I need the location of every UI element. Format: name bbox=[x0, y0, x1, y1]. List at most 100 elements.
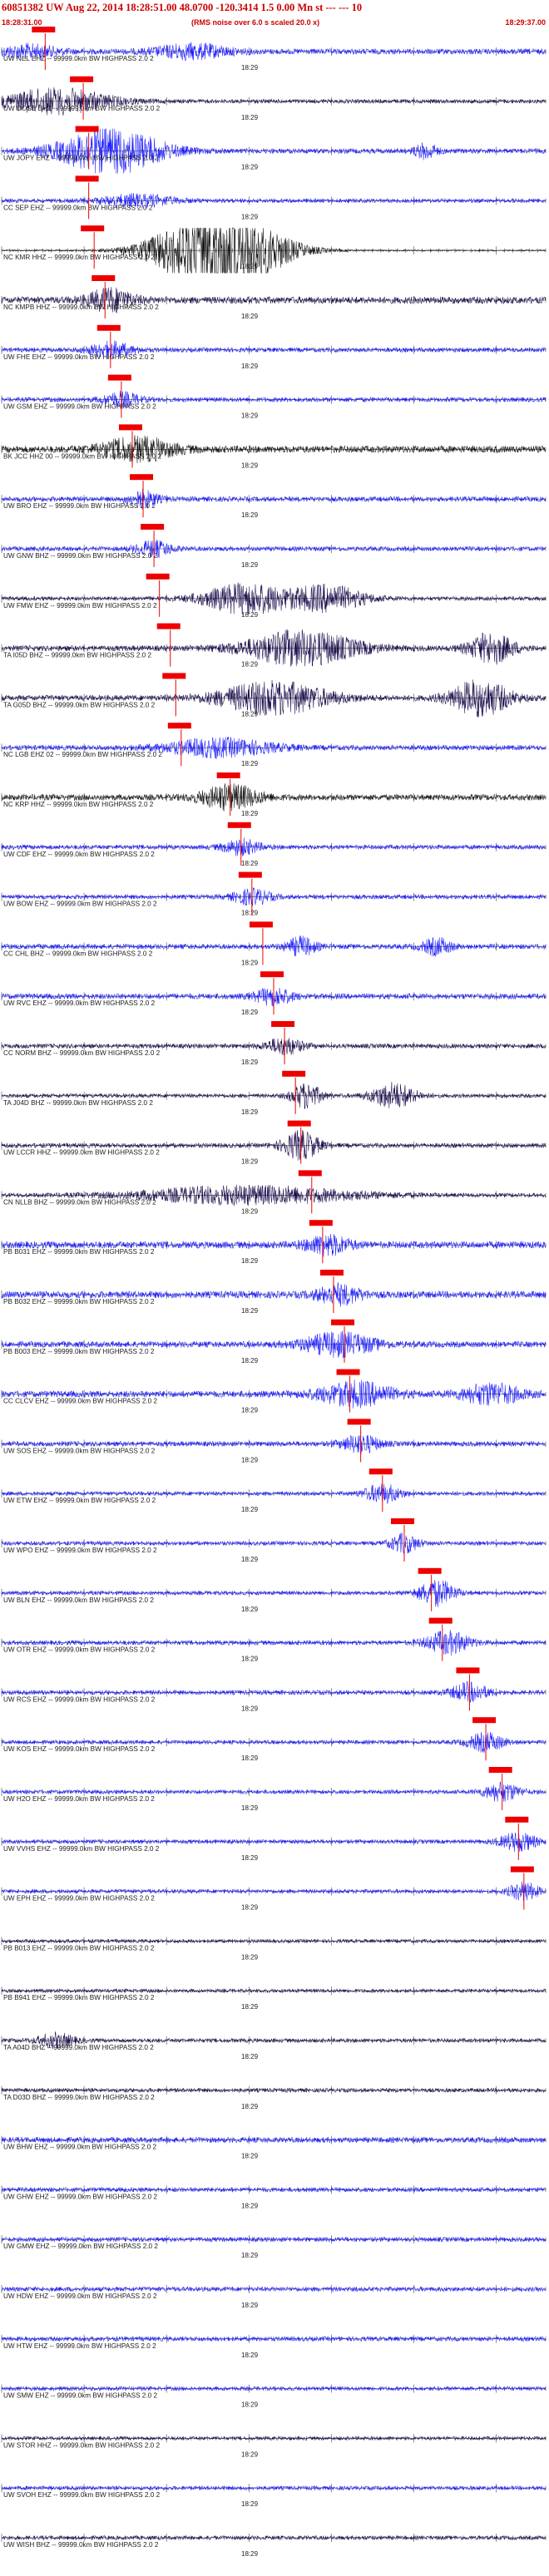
time-tick-label: 18:29 bbox=[241, 1904, 259, 1912]
station-label: UW NEL EHZ -- 99999.0km BW HIGHPASS 2.0 … bbox=[3, 55, 154, 62]
station-label: UW GNW BHZ -- 99999.0km BW HIGHPASS 2.0 … bbox=[3, 552, 157, 560]
trace-25: PB B032 EHZ -- 99999.0km BW HIGHPASS 2.0… bbox=[1, 1270, 547, 1315]
time-tick-label: 18:29 bbox=[241, 2153, 259, 2160]
pick-marker bbox=[505, 1816, 529, 1823]
waveform bbox=[1, 837, 547, 856]
station-label: TA G05D BHZ -- 99999.0km BW HIGHPASS 2.0… bbox=[3, 701, 156, 708]
waveform bbox=[1, 1184, 547, 1207]
time-tick-label: 18:29 bbox=[241, 2103, 259, 2110]
station-label: TA D03D BHZ -- 99999.0km BW HIGHPASS 2.0… bbox=[3, 2094, 155, 2101]
waveform bbox=[1, 2136, 546, 2144]
time-tick-label: 18:29 bbox=[241, 1953, 259, 1961]
pick-marker bbox=[287, 1120, 311, 1127]
station-label: UW WISH BHZ -- 99999.0km BW HIGHPASS 2.0… bbox=[3, 2541, 159, 2549]
trace-30: UW WPO EHZ -- 99999.0km BW HIGHPASS 2.0 … bbox=[1, 1518, 547, 1563]
station-label: UW BOW EHZ -- 99999.0km BW HIGHPASS 2.0 … bbox=[3, 901, 157, 908]
time-tick-label: 18:29 bbox=[241, 2351, 259, 2359]
time-tick-label: 18:29 bbox=[241, 164, 259, 171]
station-label: UW BLN EHZ -- 99999.0km BW HIGHPASS 2.0 … bbox=[3, 1596, 154, 1604]
waveform bbox=[1, 435, 547, 464]
pick-marker bbox=[118, 424, 142, 431]
trace-8: BK JCC HHZ 00 -- 99999.0km BW HIGHPASS 2… bbox=[1, 424, 547, 469]
pick-marker bbox=[309, 1220, 333, 1226]
trace-11: UW FMW EHZ -- 99999.0km BW HIGHPASS 2.0 … bbox=[1, 573, 547, 619]
waveform bbox=[1, 1330, 547, 1359]
station-label: CN NLLB BHZ -- 99999.0km BW HIGHPASS 2.0… bbox=[3, 1198, 156, 1206]
waveform bbox=[1, 42, 547, 61]
trace-1: UW DOSE BHZ -- 99999.0km BW HIGHPASS 2.0… bbox=[1, 76, 547, 121]
waveform bbox=[1, 1082, 547, 1109]
pick-marker bbox=[456, 1667, 480, 1674]
time-tick-label: 18:29 bbox=[241, 1357, 259, 1364]
pick-marker bbox=[92, 275, 116, 281]
trace-6: UW FHE EHZ -- 99999.0km BW HIGHPASS 2.0 … bbox=[1, 324, 547, 370]
pick-marker bbox=[390, 1518, 414, 1524]
waveform bbox=[1, 2087, 547, 2094]
trace-24: PB B031 EHZ -- 99999.0km BW HIGHPASS 2.0… bbox=[1, 1220, 547, 1265]
time-tick-label: 18:29 bbox=[241, 2202, 259, 2209]
pick-marker bbox=[156, 623, 181, 629]
trace-10: UW GNW BHZ -- 99999.0km BW HIGHPASS 2.0 … bbox=[1, 524, 547, 569]
station-label: UW HDW EHZ -- 99999.0km BW HIGHPASS 2.0 … bbox=[3, 2292, 157, 2300]
trace-45: UW HDW EHZ -- 99999.0km BW HIGHPASS 2.0 … bbox=[1, 2285, 547, 2309]
pick-marker bbox=[336, 1369, 360, 1375]
pick-marker bbox=[418, 1567, 442, 1574]
waveform bbox=[1, 1282, 547, 1307]
pick-marker bbox=[428, 1617, 453, 1624]
time-tick-label: 18:29 bbox=[241, 1804, 259, 1812]
waveform bbox=[1, 1938, 547, 1944]
waveform bbox=[1, 227, 547, 274]
trace-49: UW SVOH EHZ -- 99999.0km BW HIGHPASS 2.0… bbox=[1, 2484, 547, 2508]
event-title: 60851382 UW Aug 22, 2014 18:28:51.00 48.… bbox=[2, 2, 363, 13]
pick-marker bbox=[81, 225, 105, 232]
time-tick-label: 18:29 bbox=[241, 2302, 259, 2309]
time-tick-label: 18:29 bbox=[241, 661, 259, 669]
waveform bbox=[1, 1233, 547, 1257]
pick-marker bbox=[249, 921, 273, 928]
pick-marker bbox=[282, 1070, 306, 1077]
trace-22: UW LCCR HHZ -- 99999.0km BW HIGHPASS 2.0… bbox=[1, 1120, 547, 1166]
station-label: UW GSM EHZ -- 99999.0km BW HIGHPASS 2.0 … bbox=[3, 403, 156, 411]
station-label: TA A04D BHZ -- 99999.0km BW HIGHPASS 2.0… bbox=[3, 2044, 154, 2051]
pick-marker bbox=[75, 126, 99, 132]
station-label: NC KMR HHZ -- 99999.0km BW HIGHPASS 2.0 … bbox=[3, 254, 155, 261]
trace-36: UW VVHS EHZ -- 99999.0km BW HIGHPASS 2.0… bbox=[1, 1816, 547, 1862]
station-label: UW STOR HHZ -- 99999.0km BW HIGHPASS 2.0… bbox=[3, 2441, 160, 2449]
trace-5: NC KMPB HHZ -- 99999.0km BW HIGHPASS 2.0… bbox=[1, 275, 547, 320]
pick-marker bbox=[96, 324, 121, 331]
station-label: UW DOSE BHZ -- 99999.0km BW HIGHPASS 2.0… bbox=[3, 105, 161, 112]
waveform bbox=[1, 1832, 547, 1853]
trace-31: UW BLN EHZ -- 99999.0km BW HIGHPASS 2.0 … bbox=[1, 1567, 547, 1613]
waveform bbox=[1, 1781, 547, 1802]
waveform bbox=[1, 287, 547, 313]
time-tick-label: 18:29 bbox=[241, 2550, 259, 2558]
station-label: UW HTW EHZ -- 99999.0km BW HIGHPASS 2.0 … bbox=[3, 2342, 156, 2350]
time-tick-label: 18:29 bbox=[241, 412, 259, 420]
time-tick-label: 18:29 bbox=[241, 1108, 259, 1116]
time-tick-label: 18:29 bbox=[241, 1257, 259, 1265]
trace-46: UW HTW EHZ -- 99999.0km BW HIGHPASS 2.0 … bbox=[1, 2334, 547, 2359]
pick-marker bbox=[238, 871, 262, 878]
trace-20: CC NORM BHZ -- 99999.0km BW HIGHPASS 2.0… bbox=[1, 1021, 547, 1066]
station-label: UW H2O EHZ -- 99999.0km BW HIGHPASS 2.0 … bbox=[3, 1795, 155, 1803]
time-tick-label: 18:29 bbox=[241, 710, 259, 718]
time-tick-label: 18:29 bbox=[241, 114, 259, 121]
waveform bbox=[1, 2236, 547, 2243]
record-header: 60851382 UW Aug 22, 2014 18:28:51.00 48.… bbox=[0, 0, 549, 33]
station-label: PB B013 EHZ -- 99999.0km BW HIGHPASS 2.0… bbox=[3, 1944, 155, 1952]
time-tick-label: 18:29 bbox=[241, 1456, 259, 1463]
time-tick-label: 18:29 bbox=[241, 760, 259, 767]
waveform bbox=[1, 1630, 547, 1656]
waveform bbox=[1, 193, 547, 209]
pick-marker bbox=[472, 1717, 497, 1724]
time-tick-label: 18:29 bbox=[241, 1556, 259, 1563]
time-tick-label: 18:29 bbox=[241, 2450, 259, 2458]
station-label: UW EPH EHZ -- 99999.0km BW HIGHPASS 2.0 … bbox=[3, 1895, 155, 1902]
trace-18: CC CHL BHZ -- 99999.0km BW HIGHPASS 2.0 … bbox=[1, 921, 547, 966]
trace-4: NC KMR HHZ -- 99999.0km BW HIGHPASS 2.0 … bbox=[1, 225, 547, 274]
trace-43: UW GHW EHZ -- 99999.0km BW HIGHPASS 2.0 … bbox=[1, 2185, 547, 2209]
station-label: NC KRP HHZ -- 99999.0km BW HIGHPASS 2.0 … bbox=[3, 801, 154, 808]
waveform bbox=[1, 737, 547, 759]
time-tick-label: 18:29 bbox=[241, 213, 259, 220]
time-tick-label: 18:29 bbox=[241, 1307, 259, 1315]
